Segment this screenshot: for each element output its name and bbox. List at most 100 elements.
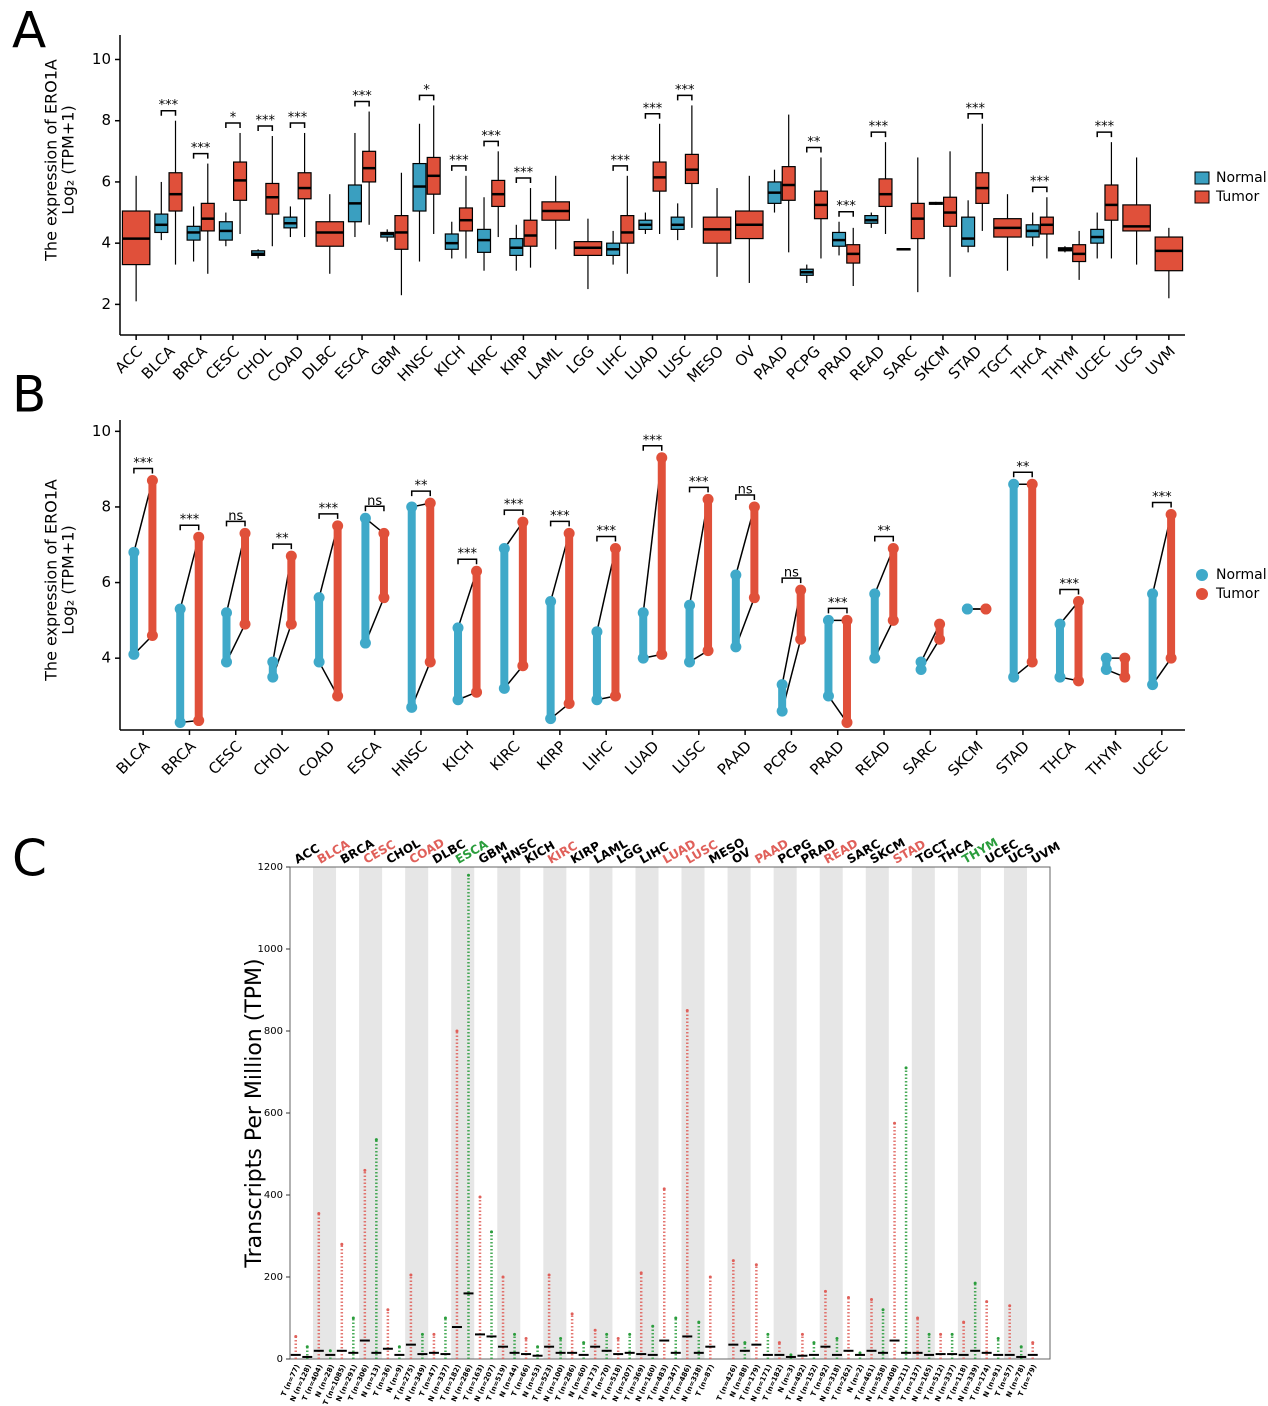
x-tick-label: THCA	[1037, 737, 1080, 780]
point	[239, 527, 251, 539]
box	[781, 166, 796, 201]
significance-label: *	[230, 110, 237, 125]
legend-marker	[1196, 569, 1208, 581]
max-point	[1008, 1304, 1012, 1308]
significance-label: **	[276, 532, 290, 547]
significance-bracket	[225, 520, 246, 527]
point	[332, 520, 344, 532]
significance-bracket	[676, 94, 693, 101]
point	[174, 603, 186, 615]
x-tick-label: BRCA	[158, 737, 200, 779]
box	[1104, 184, 1119, 221]
box	[200, 202, 215, 232]
significance-label: ***	[675, 83, 695, 98]
point	[517, 660, 529, 672]
box	[523, 219, 538, 247]
significance-bracket	[192, 152, 209, 159]
x-tick-label: STAD	[992, 737, 1033, 778]
x-tick-label: PRAD	[815, 342, 856, 383]
point	[146, 629, 158, 641]
max-point	[754, 1263, 758, 1267]
point	[748, 592, 760, 604]
point	[221, 656, 232, 668]
y-axis-label: The expression of ERO1A	[42, 59, 61, 262]
significance-label: ***	[288, 110, 308, 125]
x-tick-label: KIRP	[533, 737, 570, 774]
point	[684, 656, 696, 668]
max-point	[374, 1138, 378, 1142]
significance-label: ***	[504, 498, 524, 513]
x-tick-label: HNSC	[388, 737, 431, 780]
y-tick-label: 2	[101, 295, 111, 313]
point	[961, 603, 973, 615]
point	[869, 652, 881, 664]
max-point	[351, 1316, 355, 1320]
category-label: UVM	[1029, 839, 1063, 867]
max-point	[731, 1259, 735, 1263]
x-tick-label: LGG	[563, 342, 598, 377]
significance-label: ***	[352, 89, 372, 104]
x-tick-label: ESCA	[344, 737, 385, 778]
max-point	[524, 1337, 528, 1340]
point	[424, 656, 436, 668]
point	[1165, 652, 1177, 664]
x-tick-label: READ	[846, 342, 888, 384]
significance-label: **	[807, 135, 821, 150]
point	[980, 603, 992, 615]
max-point	[789, 1353, 793, 1357]
panel-label: C	[12, 830, 47, 888]
significance-bracket	[225, 122, 241, 128]
y-tick-label: 4	[101, 649, 111, 667]
x-tick-label: TGCT	[975, 342, 1018, 385]
max-point	[559, 1337, 563, 1340]
box	[878, 178, 893, 208]
x-tick-label: LUSC	[669, 737, 709, 777]
point	[1119, 652, 1131, 664]
significance-bracket	[1096, 131, 1113, 138]
max-point	[985, 1300, 989, 1304]
plot-frame	[289, 866, 1051, 1360]
box	[297, 172, 312, 200]
max-point	[455, 1029, 459, 1033]
x-tick-label: KIRC	[464, 342, 501, 379]
band-background	[543, 867, 567, 1359]
y-tick-label: 6	[101, 172, 111, 190]
significance-bracket	[549, 520, 570, 527]
significance-label: ***	[133, 456, 153, 471]
significance-bracket	[289, 122, 306, 128]
box	[961, 216, 976, 247]
point	[239, 618, 251, 630]
legend-swatch	[1194, 190, 1210, 204]
max-point	[490, 1230, 494, 1234]
significance-label: *	[423, 83, 430, 98]
box	[1154, 236, 1184, 272]
significance-label: ***	[610, 153, 630, 168]
max-point	[432, 1332, 436, 1336]
x-tick-label: SKCM	[911, 342, 953, 384]
point	[656, 452, 668, 464]
significance-label: ***	[965, 101, 985, 116]
point	[146, 474, 158, 486]
significance-label: ***	[191, 141, 211, 156]
x-tick-label: THCA	[1007, 342, 1050, 385]
x-tick-label: MESO	[683, 342, 727, 386]
significance-label: ns	[784, 566, 799, 581]
max-point	[950, 1332, 954, 1336]
significance-bracket	[503, 509, 524, 516]
max-point	[962, 1320, 966, 1324]
max-point	[893, 1121, 897, 1125]
max-point	[363, 1168, 367, 1172]
y-tick-label: 10	[92, 422, 111, 440]
max-point	[1031, 1341, 1035, 1345]
point	[915, 664, 927, 676]
max-point	[340, 1242, 344, 1246]
point	[591, 626, 603, 638]
point	[1165, 509, 1177, 521]
max-point	[916, 1316, 920, 1320]
x-tick-label: SARC	[899, 737, 940, 778]
significance-bracket	[179, 524, 200, 531]
legend-label: Tumor	[1215, 189, 1260, 205]
x-tick-label: KICH	[439, 737, 477, 775]
x-tick-label: LUAD	[621, 737, 662, 778]
max-point	[547, 1273, 551, 1277]
